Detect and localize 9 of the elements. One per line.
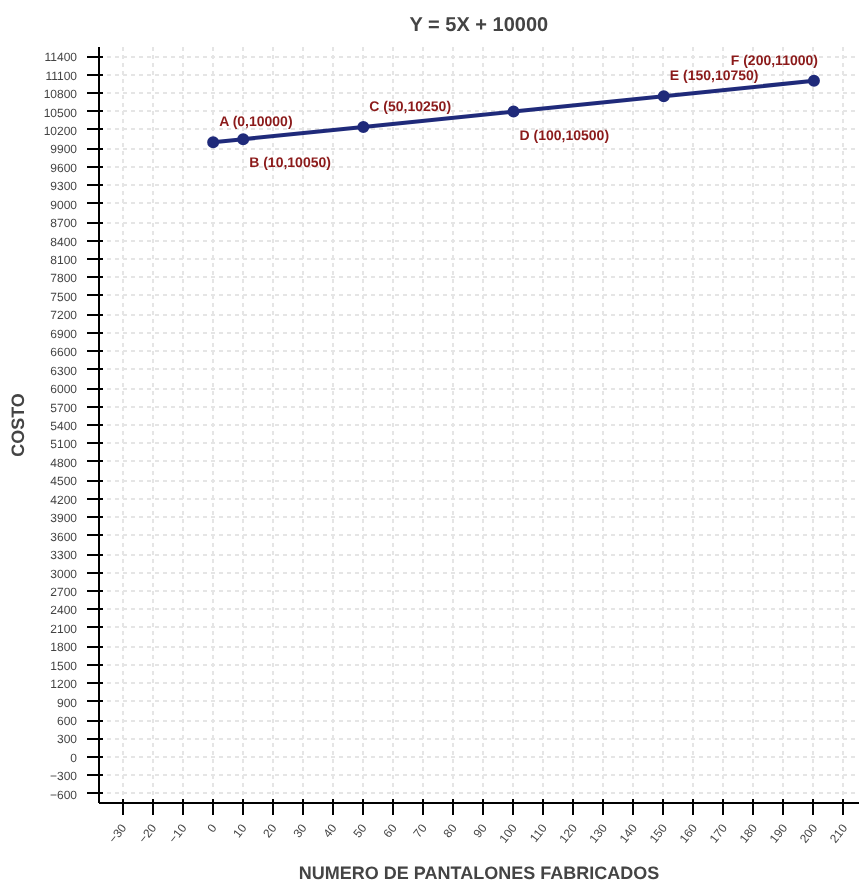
point [237,133,250,146]
x-axis-title: NUMERO DE PANTALONES FABRICADOS [298,863,660,884]
point [807,74,820,87]
point [207,136,220,149]
chart-title: Y = 5X + 10000 [409,15,550,37]
point [357,120,370,133]
point [507,105,520,118]
y-axis-title: COSTO [7,393,28,457]
point [657,90,670,103]
